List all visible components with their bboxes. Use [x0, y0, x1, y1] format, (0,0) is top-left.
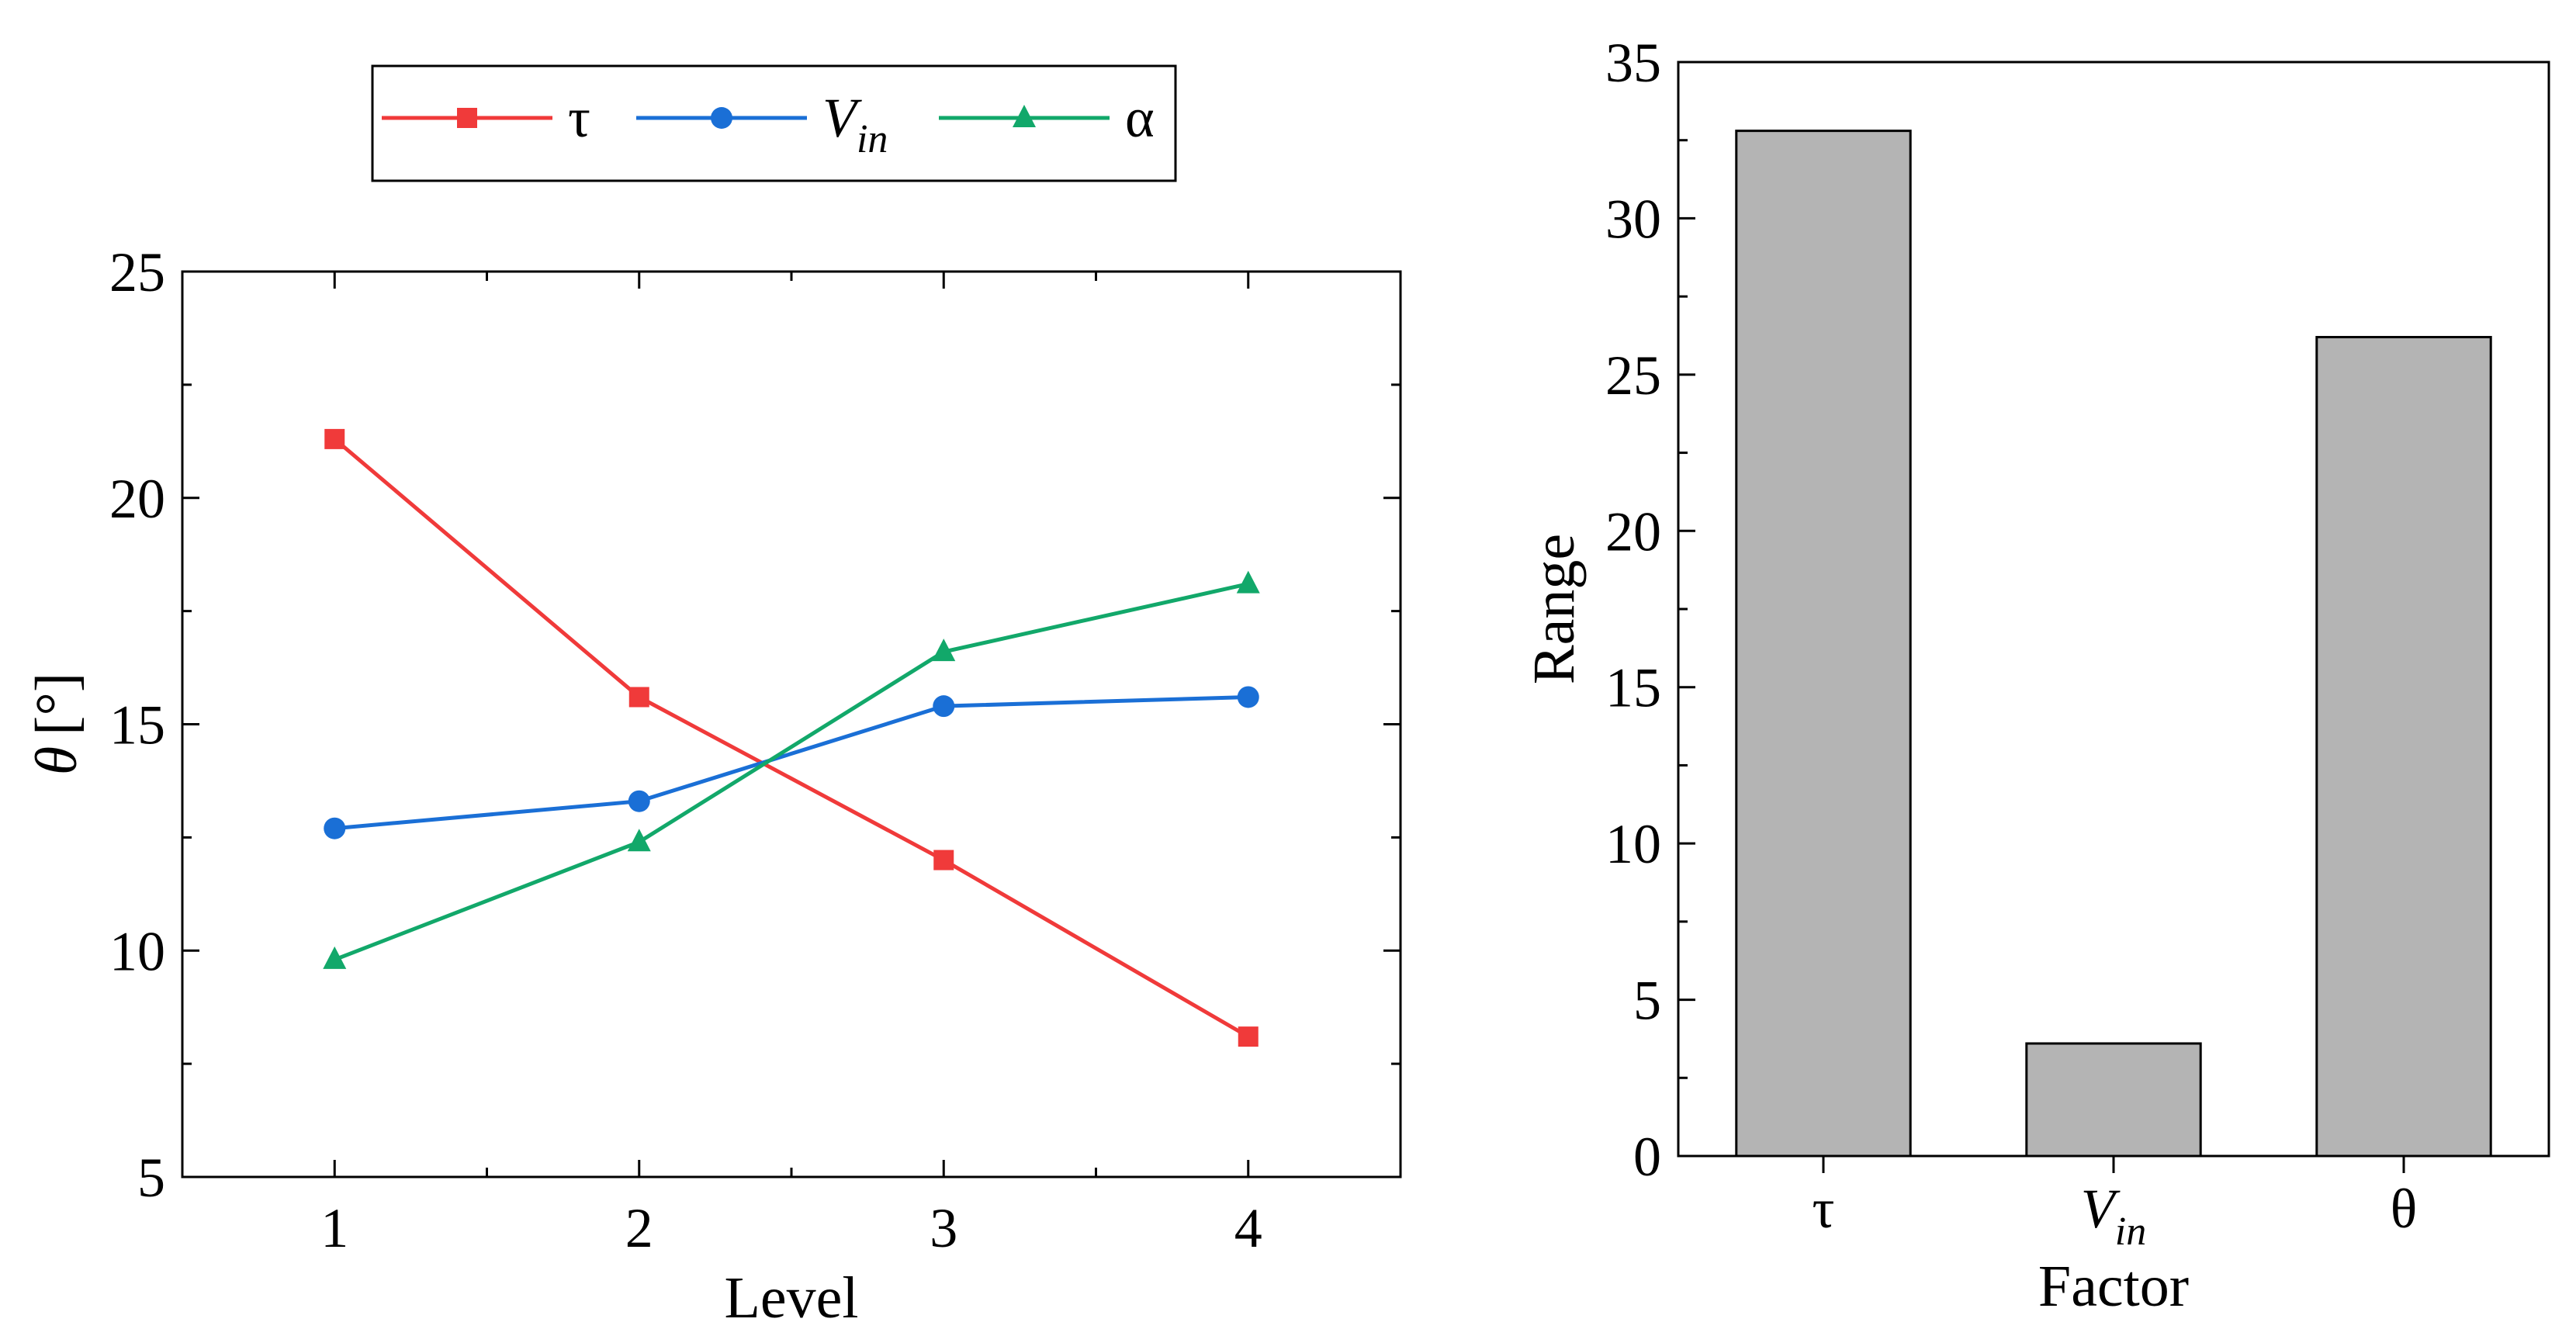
line-y-axis-label: θ [°]	[24, 673, 89, 775]
legend-item: Vin	[636, 87, 888, 161]
legend-frame	[371, 64, 1177, 182]
data-point	[628, 790, 650, 812]
bar-y-tick-label: 0	[1633, 1126, 1661, 1188]
data-point	[933, 695, 955, 718]
bar-y-tick-label: 35	[1605, 32, 1661, 94]
legend-item: α	[939, 87, 1155, 149]
data-point	[1238, 1026, 1259, 1047]
line-y-tick-label: 10	[109, 920, 165, 982]
bar-y-axis-label: Range	[1522, 534, 1587, 684]
line-x-tick-label: 3	[930, 1197, 957, 1259]
bar	[2315, 336, 2492, 1158]
bar-y-tick-label: 5	[1633, 970, 1661, 1032]
bar-x-ticks: τ Vin θ	[1813, 1156, 2418, 1254]
legend-label-main: α	[1125, 87, 1155, 149]
bars-group	[1735, 130, 2492, 1158]
line-y-tick-label: 20	[109, 468, 165, 530]
legend-label-sub: in	[857, 117, 888, 161]
bar-y-tick-label: 20	[1605, 500, 1661, 562]
data-point	[1237, 686, 1259, 708]
series-line	[334, 694, 1248, 831]
data-point	[324, 817, 346, 839]
bar-x-tick-label: Vin	[2081, 1178, 2146, 1254]
series-line	[334, 582, 1249, 962]
data-point	[323, 946, 347, 969]
line-x-tick-label: 1	[320, 1197, 348, 1259]
bar	[2025, 1042, 2202, 1158]
bar-x-tick-label: θ	[2391, 1178, 2418, 1240]
data-point	[932, 639, 956, 662]
line-y-tick-label: 15	[109, 694, 165, 756]
data-point	[627, 829, 651, 852]
legend-marker	[457, 108, 477, 128]
legend-marker	[711, 107, 732, 129]
bar-chart: 0 5 10 15 20 25 30 35 τ Vin θ Factor Range	[1522, 32, 2550, 1319]
series-1	[324, 686, 1259, 839]
data-point	[628, 687, 649, 708]
line-x-tick-label: 2	[625, 1197, 653, 1259]
bar	[1735, 130, 1912, 1158]
bar-x-tick-label-main: θ	[2391, 1178, 2418, 1240]
bar-x-tick-label: τ	[1813, 1178, 1835, 1240]
line-x-ticks: 1 2 3 4	[320, 272, 1262, 1259]
line-y-ticks: 5 10 15 20 25	[109, 241, 1401, 1209]
bar-x-tick-label-sub: in	[2115, 1210, 2146, 1254]
bar-y-tick-label: 25	[1605, 344, 1661, 407]
legend-label: α	[1125, 87, 1155, 149]
line-y-axis-symbol: θ	[24, 746, 89, 775]
bar-x-axis-label: Factor	[2038, 1254, 2189, 1319]
legend-label-main: V	[822, 87, 862, 149]
data-point	[324, 428, 345, 449]
legend-label: Vin	[822, 87, 888, 161]
legend-label: τ	[568, 87, 590, 149]
bar-y-tick-label: 10	[1605, 813, 1661, 875]
bar-x-tick-label-main: τ	[1813, 1178, 1835, 1240]
bar-y-tick-label: 30	[1605, 188, 1661, 250]
line-chart: 5 10 15 20 25 1 2 3 4 Level θ [°] τ Vin α	[24, 64, 1402, 1331]
data-point	[1236, 570, 1260, 594]
line-x-axis-label: Level	[724, 1265, 858, 1331]
bar-x-tick-label-main: V	[2081, 1178, 2121, 1240]
series-0	[324, 428, 1259, 1047]
line-series-group	[323, 428, 1260, 1047]
line-y-tick-label: 25	[109, 241, 165, 303]
legend-marker	[1013, 105, 1036, 127]
legend-items: τ Vin α	[382, 87, 1155, 161]
data-point	[933, 850, 954, 870]
bar-y-ticks: 0 5 10 15 20 25 30 35	[1605, 32, 1695, 1188]
legend: τ Vin α	[371, 64, 1177, 182]
bar-y-tick-label: 15	[1605, 657, 1661, 719]
line-y-tick-label: 5	[137, 1147, 165, 1209]
line-y-axis-unit: [°]	[24, 673, 89, 735]
line-x-tick-label: 4	[1234, 1197, 1262, 1259]
series-line	[333, 437, 1250, 1039]
line-plot-frame	[181, 270, 1402, 1179]
legend-item: τ	[382, 87, 590, 149]
legend-label-main: τ	[568, 87, 590, 149]
series-2	[323, 570, 1260, 969]
